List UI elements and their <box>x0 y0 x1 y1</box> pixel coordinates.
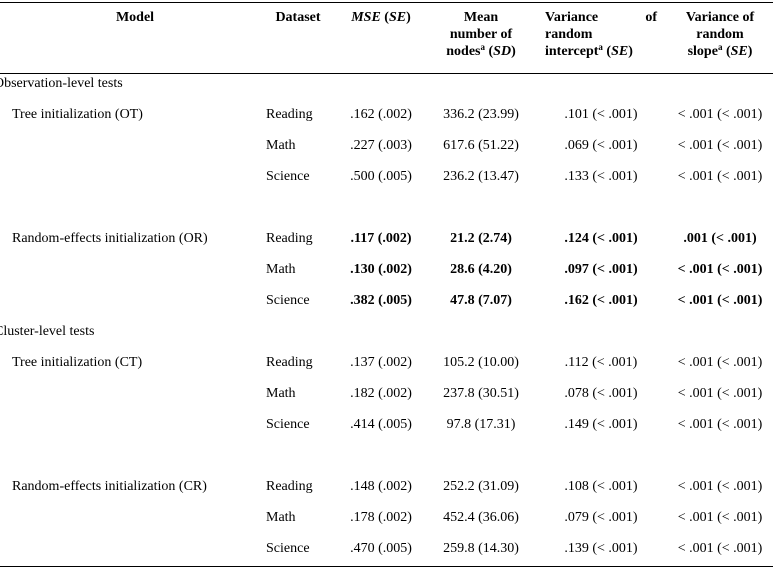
cell-dataset: Science <box>266 293 310 308</box>
cell-mse: .414 (.005) <box>350 417 412 432</box>
header-var-int-line1: Variance of <box>545 10 657 25</box>
top-rule <box>0 2 773 3</box>
cell-mse: .148 (.002) <box>350 479 412 494</box>
header-nodes-line3: nodesa (SD) <box>446 42 516 60</box>
header-var-slope-line2: random <box>696 27 744 42</box>
cell-nodes: 47.8 (7.07) <box>450 293 512 308</box>
group-label: Tree initialization (CT) <box>12 355 143 370</box>
header-var-int-line3: intercepta (SE) <box>545 42 633 60</box>
cell-var-intercept: .162 (< .001) <box>564 293 638 308</box>
cell-var-intercept: .139 (< .001) <box>564 541 638 556</box>
cell-mse: .470 (.005) <box>350 541 412 556</box>
cell-mse: .162 (.002) <box>350 107 412 122</box>
cell-var-slope: .001 (< .001) <box>683 231 757 246</box>
cell-var-intercept: .112 (< .001) <box>564 355 638 370</box>
cell-nodes: 105.2 (10.00) <box>443 355 519 370</box>
group-label: Random-effects initialization (OR) <box>12 231 208 246</box>
cell-nodes: 336.2 (23.99) <box>443 107 519 122</box>
cell-var-intercept: .124 (< .001) <box>564 231 638 246</box>
cell-nodes: 452.4 (36.06) <box>443 510 519 525</box>
cell-dataset: Reading <box>266 479 313 494</box>
cell-dataset: Reading <box>266 231 313 246</box>
cell-mse: .137 (.002) <box>350 355 412 370</box>
cell-mse: .178 (.002) <box>350 510 412 525</box>
section-label: Observation-level tests <box>0 76 123 91</box>
cell-dataset: Math <box>266 262 296 277</box>
cell-nodes: 252.2 (31.09) <box>443 479 519 494</box>
cell-var-slope: < .001 (< .001) <box>677 479 763 494</box>
cell-mse: .382 (.005) <box>350 293 412 308</box>
header-dataset: Dataset <box>275 10 321 25</box>
cell-dataset: Math <box>266 386 296 401</box>
cell-var-intercept: .097 (< .001) <box>564 262 638 277</box>
header-var-slope-line3: slopea (SE) <box>687 42 753 60</box>
cell-dataset: Science <box>266 417 310 432</box>
cell-var-intercept: .108 (< .001) <box>564 479 638 494</box>
cell-var-slope: < .001 (< .001) <box>677 386 763 401</box>
cell-mse: .182 (.002) <box>350 386 412 401</box>
header-mse: MSE (SE) <box>351 10 411 25</box>
cell-var-intercept: .149 (< .001) <box>564 417 638 432</box>
header-nodes-line2: number of <box>449 27 513 42</box>
cell-var-slope: < .001 (< .001) <box>677 169 763 184</box>
cell-var-slope: < .001 (< .001) <box>677 541 763 556</box>
header-var-slope-line1: Variance of <box>685 10 755 25</box>
cell-dataset: Math <box>266 138 296 153</box>
cell-var-intercept: .101 (< .001) <box>564 107 638 122</box>
group-label: Random-effects initialization (CR) <box>12 479 207 494</box>
cell-dataset: Reading <box>266 355 313 370</box>
cell-nodes: 236.2 (13.47) <box>443 169 519 184</box>
header-var-int-line2: random <box>545 27 593 42</box>
cell-dataset: Reading <box>266 107 313 122</box>
cell-mse: .130 (.002) <box>350 262 412 277</box>
cell-dataset: Science <box>266 169 310 184</box>
cell-nodes: 237.8 (30.51) <box>443 386 519 401</box>
cell-var-intercept: .069 (< .001) <box>564 138 638 153</box>
cell-var-slope: < .001 (< .001) <box>677 417 763 432</box>
cell-var-slope: < .001 (< .001) <box>677 293 763 308</box>
cell-nodes: 259.8 (14.30) <box>443 541 519 556</box>
cell-var-intercept: .133 (< .001) <box>564 169 638 184</box>
cell-mse: .500 (.005) <box>350 169 412 184</box>
cell-var-intercept: .079 (< .001) <box>564 510 638 525</box>
cell-nodes: 21.2 (2.74) <box>450 231 512 246</box>
section-label: Cluster-level tests <box>0 324 95 339</box>
cell-var-slope: < .001 (< .001) <box>677 355 763 370</box>
bottom-rule <box>0 566 773 567</box>
header-model: Model <box>115 10 155 25</box>
cell-var-slope: < .001 (< .001) <box>677 262 763 277</box>
cell-dataset: Science <box>266 541 310 556</box>
cell-var-slope: < .001 (< .001) <box>677 510 763 525</box>
cell-mse: .117 (.002) <box>350 231 412 246</box>
cell-var-intercept: .078 (< .001) <box>564 386 638 401</box>
header-nodes-line1: Mean <box>463 10 499 25</box>
group-label: Tree initialization (OT) <box>12 107 143 122</box>
header-rule <box>0 73 773 74</box>
cell-dataset: Math <box>266 510 296 525</box>
cell-nodes: 617.6 (51.22) <box>443 138 519 153</box>
cell-mse: .227 (.003) <box>350 138 412 153</box>
cell-var-slope: < .001 (< .001) <box>677 107 763 122</box>
cell-nodes: 28.6 (4.20) <box>450 262 512 277</box>
cell-nodes: 97.8 (17.31) <box>446 417 516 432</box>
cell-var-slope: < .001 (< .001) <box>677 138 763 153</box>
